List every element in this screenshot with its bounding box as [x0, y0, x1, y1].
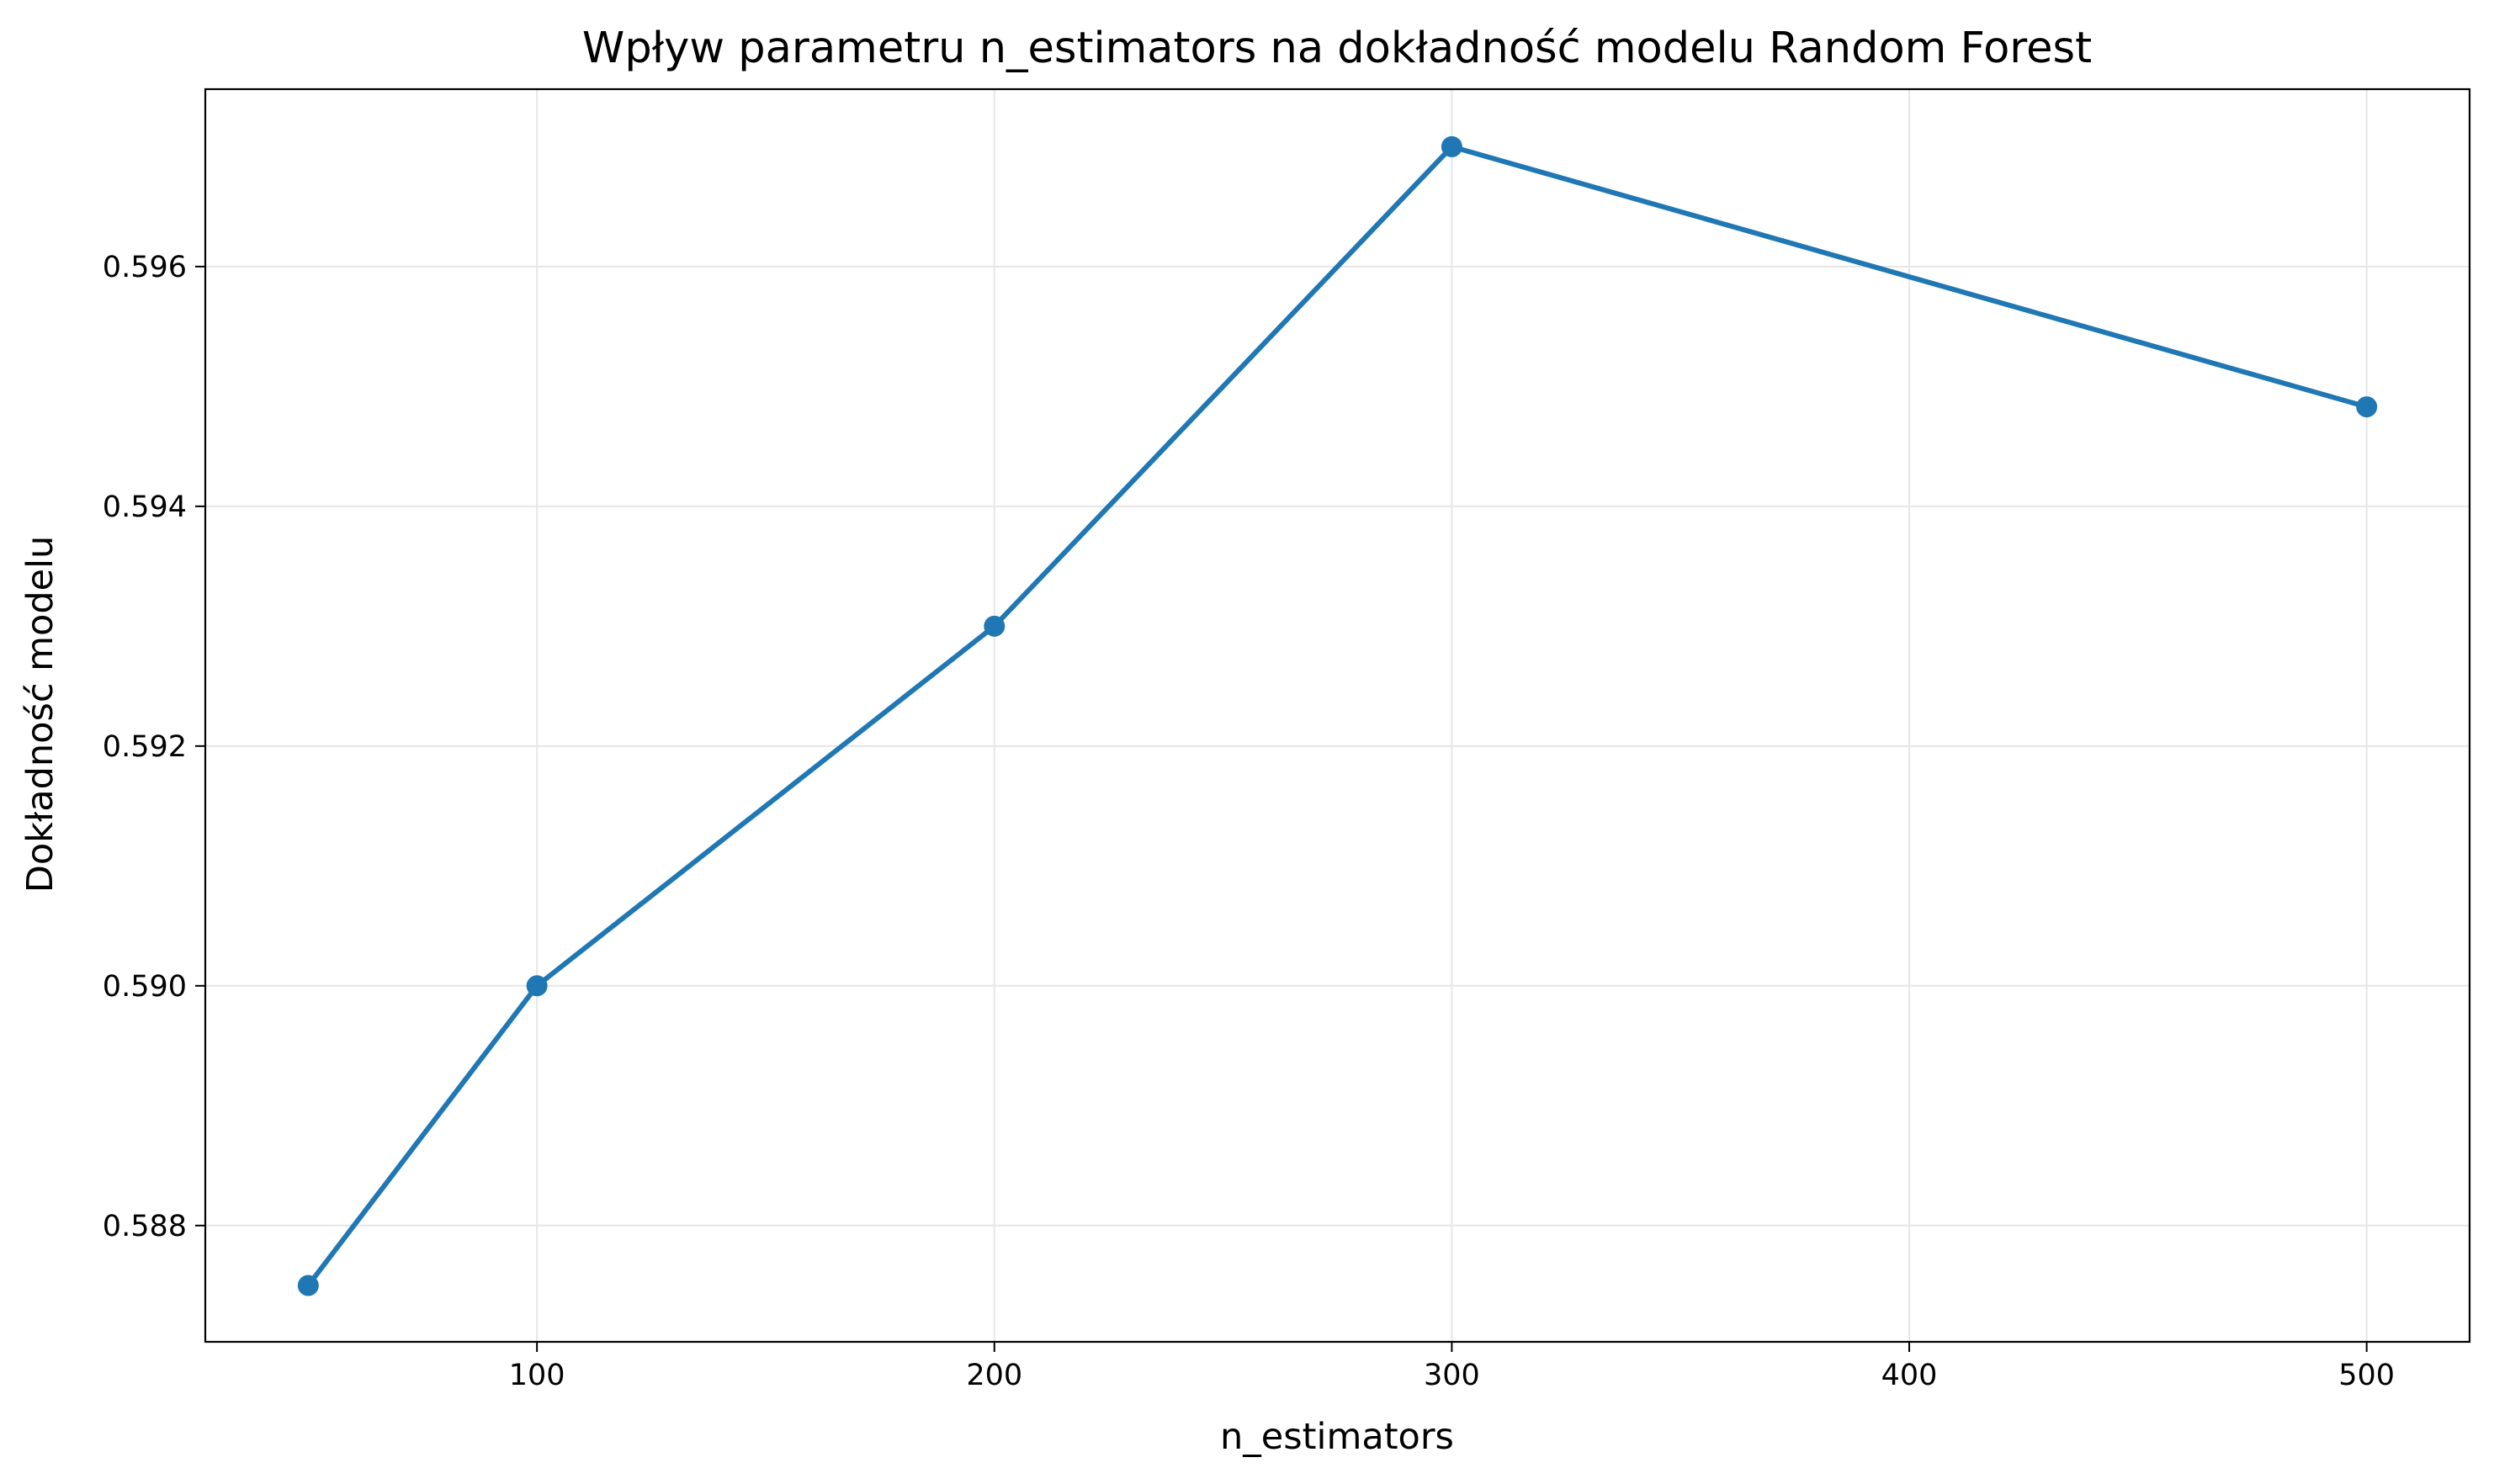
data-point-marker — [297, 1275, 319, 1296]
grid — [205, 89, 2470, 1342]
data-point-marker — [526, 975, 548, 997]
y-tick-label: 0.590 — [103, 970, 187, 1004]
x-axis-label: n_estimators — [1220, 1416, 1454, 1458]
y-tick-label: 0.594 — [103, 490, 187, 524]
data-point-marker — [2356, 396, 2378, 418]
plot-area-frame — [204, 87, 2471, 1344]
chart-title: Wpływ parametru n_estimators na dokładno… — [582, 24, 2092, 73]
y-tick-label: 0.588 — [103, 1210, 187, 1243]
y-axis-ticks: 0.588 0.590 0.592 0.594 0.596 — [103, 251, 205, 1243]
data-point-marker — [984, 615, 1006, 637]
y-tick-label: 0.596 — [103, 251, 187, 284]
x-tick-label: 200 — [966, 1359, 1022, 1392]
y-tick-label: 0.592 — [103, 730, 187, 764]
x-tick-label: 100 — [509, 1359, 565, 1392]
x-tick-label: 400 — [1881, 1359, 1938, 1392]
series-layer — [297, 135, 2378, 1296]
x-axis-ticks: 100 200 300 400 500 — [509, 1342, 2395, 1392]
x-tick-label: 300 — [1424, 1359, 1480, 1392]
y-axis-label: Dokładność modelu — [19, 536, 61, 893]
data-point-marker — [1441, 135, 1462, 157]
x-tick-label: 500 — [2338, 1359, 2395, 1392]
